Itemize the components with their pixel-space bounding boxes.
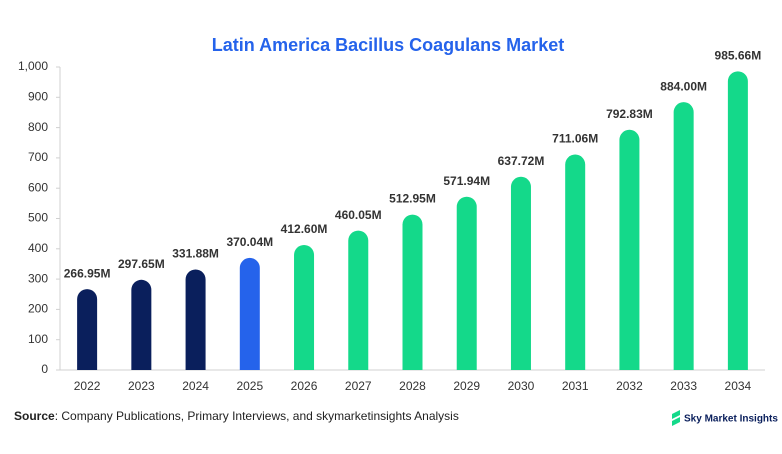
x-tick-label: 2027 xyxy=(345,379,372,393)
source-note: Source: Company Publications, Primary In… xyxy=(14,409,459,423)
x-tick-label: 2028 xyxy=(399,379,426,393)
value-label: 512.95M xyxy=(389,192,436,206)
bar xyxy=(510,176,531,370)
x-tick-label: 2032 xyxy=(616,379,643,393)
value-label: 792.83M xyxy=(606,107,653,121)
value-label: 571.94M xyxy=(443,174,490,188)
bar xyxy=(77,289,98,370)
source-text: : Company Publications, Primary Intervie… xyxy=(55,409,459,423)
x-tick-label: 2031 xyxy=(562,379,589,393)
bar xyxy=(402,214,423,370)
y-tick-label: 600 xyxy=(28,180,48,194)
y-tick-label: 500 xyxy=(28,211,48,225)
x-tick-label: 2023 xyxy=(128,379,155,393)
bar xyxy=(239,257,260,370)
logo-icon xyxy=(672,410,680,426)
bar xyxy=(456,196,477,370)
x-tick-label: 2026 xyxy=(291,379,318,393)
value-label: 460.05M xyxy=(335,208,382,222)
bar xyxy=(619,129,640,370)
bar xyxy=(294,244,315,370)
y-tick-label: 0 xyxy=(41,362,48,376)
y-tick-label: 300 xyxy=(28,271,48,285)
x-tick-label: 2029 xyxy=(453,379,480,393)
y-tick-label: 700 xyxy=(28,150,48,164)
value-label: 331.88M xyxy=(172,247,219,261)
bar xyxy=(348,230,369,370)
y-tick-label: 1,000 xyxy=(18,59,48,73)
value-label: 412.60M xyxy=(281,222,328,236)
value-label: 884.00M xyxy=(660,79,707,93)
bar xyxy=(565,154,586,370)
value-label: 297.65M xyxy=(118,257,165,271)
value-label: 985.66M xyxy=(715,49,762,63)
value-label: 637.72M xyxy=(498,154,545,168)
y-tick-label: 100 xyxy=(28,332,48,346)
x-tick-label: 2034 xyxy=(725,379,752,393)
logo: Sky Market Insights xyxy=(672,410,778,426)
value-label: 266.95M xyxy=(64,266,111,280)
value-label: 711.06M xyxy=(552,132,598,146)
x-tick-label: 2025 xyxy=(236,379,263,393)
source-label: Source xyxy=(14,409,55,423)
chart-title: Latin America Bacillus Coagulans Market xyxy=(212,35,564,55)
x-tick-label: 2022 xyxy=(74,379,101,393)
bar xyxy=(131,279,152,370)
x-tick-label: 2024 xyxy=(182,379,209,393)
y-tick-label: 200 xyxy=(28,302,48,316)
y-tick-label: 800 xyxy=(28,120,48,134)
logo-text: Sky Market Insights xyxy=(684,414,778,425)
bar xyxy=(185,269,206,370)
bar xyxy=(673,102,694,370)
x-tick-label: 2033 xyxy=(670,379,697,393)
bar xyxy=(727,71,748,370)
x-tick-label: 2030 xyxy=(508,379,535,393)
y-tick-label: 900 xyxy=(28,89,48,103)
value-label: 370.04M xyxy=(226,235,273,249)
y-tick-label: 400 xyxy=(28,241,48,255)
